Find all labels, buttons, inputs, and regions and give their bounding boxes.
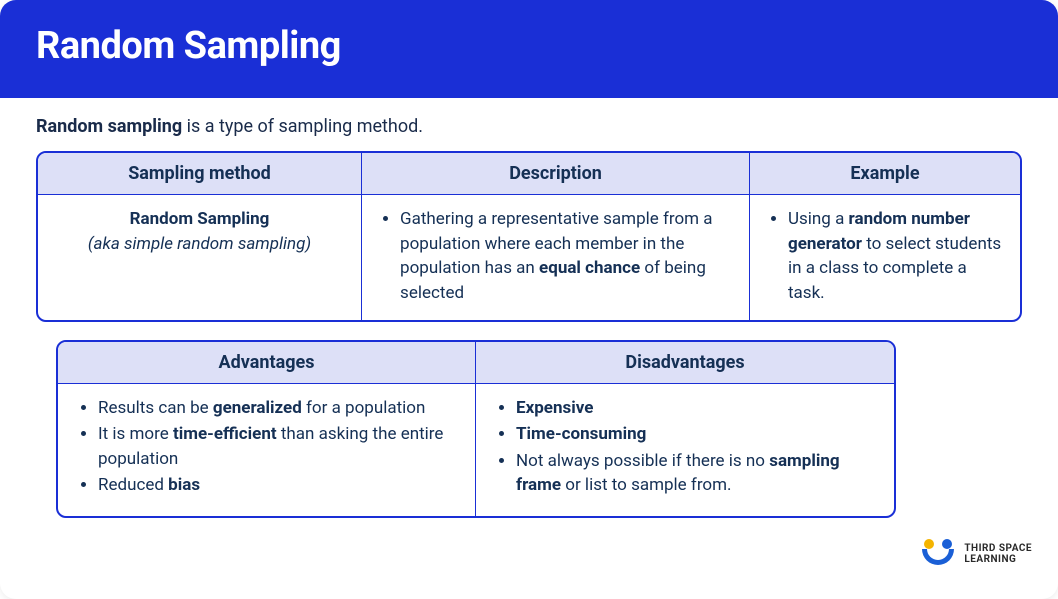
brand-logo: THIRD SPACE LEARNING (920, 539, 1032, 569)
th-method: Sampling method (38, 153, 362, 195)
th-advantages: Advantages (58, 342, 476, 384)
card-content: Random sampling is a type of sampling me… (0, 98, 1058, 538)
list-item: Not always possible if there is no sampl… (516, 449, 876, 498)
th-example: Example (750, 153, 1020, 195)
table-row: Results can be generalized for a populat… (58, 384, 894, 517)
list-item: Results can be generalized for a populat… (98, 396, 457, 421)
list-item: Time-consuming (516, 422, 876, 447)
card-header: Random Sampling (0, 0, 1058, 98)
pros-cons-wrap: Advantages Disadvantages Results can be … (36, 340, 1022, 519)
logo-line1: THIRD SPACE (964, 543, 1032, 555)
description-item: Gathering a representative sample from a… (400, 207, 733, 306)
cell-advantages: Results can be generalized for a populat… (58, 384, 476, 517)
cell-description: Gathering a representative sample from a… (362, 195, 750, 320)
cell-disadvantages: Expensive Time-consuming Not always poss… (476, 384, 894, 517)
page-title: Random Sampling (36, 24, 1022, 68)
logo-text: THIRD SPACE LEARNING (964, 543, 1032, 566)
advantages-list: Results can be generalized for a populat… (76, 396, 457, 499)
list-item: Expensive (516, 396, 876, 421)
method-name: Random Sampling (54, 207, 345, 232)
logo-line2: LEARNING (964, 554, 1032, 566)
logo-icon (920, 539, 956, 569)
list-item: Reduced bias (98, 473, 457, 498)
intro-text: Random sampling is a type of sampling me… (36, 116, 1022, 137)
example-item: Using a random number generator to selec… (788, 207, 1004, 306)
pros-cons-table: Advantages Disadvantages Results can be … (56, 340, 896, 519)
intro-bold: Random sampling (36, 116, 182, 137)
info-card: Random Sampling Random sampling is a typ… (0, 0, 1058, 599)
cell-example: Using a random number generator to selec… (750, 195, 1020, 320)
list-item: It is more time-efficient than asking th… (98, 422, 457, 471)
table-row: Random Sampling (aka simple random sampl… (38, 195, 1020, 320)
definition-table: Sampling method Description Example Rand… (36, 151, 1022, 322)
th-disadvantages: Disadvantages (476, 342, 894, 384)
cell-method: Random Sampling (aka simple random sampl… (38, 195, 362, 320)
th-description: Description (362, 153, 750, 195)
intro-rest: is a type of sampling method. (182, 116, 423, 137)
method-aka: (aka simple random sampling) (88, 234, 311, 254)
disadvantages-list: Expensive Time-consuming Not always poss… (494, 396, 876, 499)
